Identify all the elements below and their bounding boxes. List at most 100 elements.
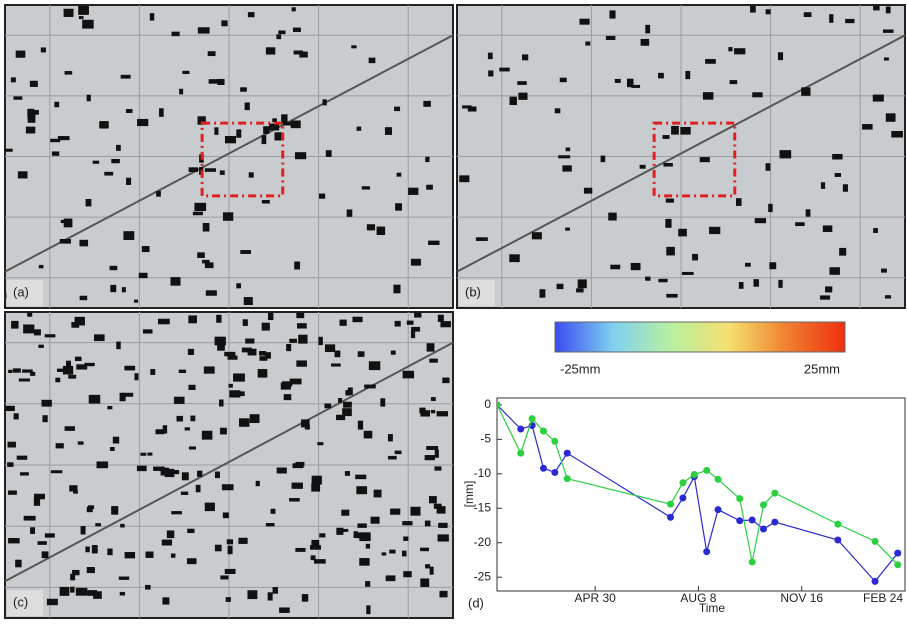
building bbox=[259, 356, 267, 361]
building bbox=[81, 526, 86, 534]
building bbox=[189, 446, 196, 449]
building bbox=[121, 393, 133, 397]
building bbox=[170, 277, 180, 286]
building bbox=[268, 312, 273, 320]
building bbox=[228, 356, 238, 360]
building bbox=[107, 406, 112, 409]
building bbox=[13, 96, 22, 99]
building bbox=[156, 191, 161, 197]
building bbox=[341, 510, 349, 516]
building bbox=[87, 567, 95, 573]
building bbox=[208, 51, 216, 56]
building bbox=[273, 587, 278, 594]
building bbox=[16, 51, 26, 58]
building bbox=[645, 25, 650, 34]
building bbox=[57, 369, 64, 372]
building bbox=[107, 549, 112, 556]
building bbox=[295, 152, 306, 159]
building bbox=[663, 135, 670, 139]
building bbox=[182, 472, 189, 480]
building bbox=[188, 385, 195, 390]
building bbox=[395, 203, 402, 210]
building bbox=[219, 399, 224, 406]
building bbox=[427, 343, 435, 351]
building bbox=[419, 408, 425, 414]
building bbox=[250, 414, 260, 423]
building bbox=[196, 485, 201, 492]
building bbox=[488, 53, 493, 60]
building bbox=[286, 344, 291, 351]
building bbox=[70, 587, 74, 593]
building bbox=[60, 239, 71, 244]
building bbox=[60, 587, 70, 596]
building bbox=[437, 411, 448, 416]
building bbox=[42, 415, 47, 422]
building bbox=[609, 10, 615, 18]
building bbox=[391, 351, 396, 355]
building bbox=[68, 375, 76, 379]
building bbox=[325, 344, 335, 352]
building bbox=[227, 539, 233, 544]
building bbox=[19, 379, 30, 382]
building bbox=[187, 558, 197, 564]
building bbox=[23, 324, 34, 333]
building bbox=[125, 552, 135, 558]
building bbox=[158, 319, 170, 325]
building bbox=[359, 558, 369, 566]
building bbox=[258, 369, 268, 378]
building bbox=[153, 467, 165, 471]
building bbox=[110, 447, 115, 451]
building bbox=[85, 546, 89, 552]
building bbox=[411, 327, 420, 332]
building bbox=[645, 277, 650, 281]
point bbox=[771, 519, 778, 526]
building bbox=[193, 212, 203, 216]
building bbox=[295, 462, 304, 466]
point bbox=[715, 476, 722, 483]
building bbox=[41, 47, 46, 52]
building bbox=[233, 373, 245, 381]
building bbox=[499, 68, 509, 72]
point bbox=[894, 561, 901, 568]
building bbox=[240, 87, 247, 91]
building bbox=[615, 79, 621, 83]
point bbox=[494, 401, 501, 408]
building bbox=[163, 425, 167, 433]
building bbox=[420, 548, 429, 552]
building bbox=[886, 113, 896, 121]
building bbox=[420, 578, 429, 587]
building bbox=[442, 378, 449, 384]
building bbox=[579, 19, 589, 25]
point bbox=[771, 490, 778, 497]
building bbox=[658, 73, 664, 79]
building bbox=[188, 349, 194, 355]
building bbox=[8, 538, 20, 543]
building bbox=[408, 188, 418, 195]
building bbox=[425, 564, 430, 568]
building bbox=[685, 71, 690, 79]
point bbox=[736, 517, 743, 524]
building bbox=[203, 223, 210, 232]
building bbox=[885, 295, 891, 298]
building bbox=[283, 122, 294, 126]
y-tick-label: -15 bbox=[474, 500, 492, 514]
building bbox=[839, 248, 846, 256]
building bbox=[63, 366, 73, 375]
building bbox=[276, 34, 281, 39]
building bbox=[426, 185, 433, 190]
building bbox=[150, 13, 154, 20]
building bbox=[356, 486, 367, 494]
building bbox=[778, 52, 783, 60]
building bbox=[293, 28, 301, 32]
building bbox=[414, 313, 421, 318]
building bbox=[220, 575, 228, 579]
point bbox=[760, 525, 767, 532]
building bbox=[65, 71, 73, 75]
building bbox=[366, 605, 370, 614]
building bbox=[380, 398, 385, 406]
building bbox=[150, 369, 155, 375]
building bbox=[18, 171, 28, 178]
building bbox=[146, 552, 154, 558]
building bbox=[873, 95, 884, 102]
building bbox=[294, 50, 303, 54]
